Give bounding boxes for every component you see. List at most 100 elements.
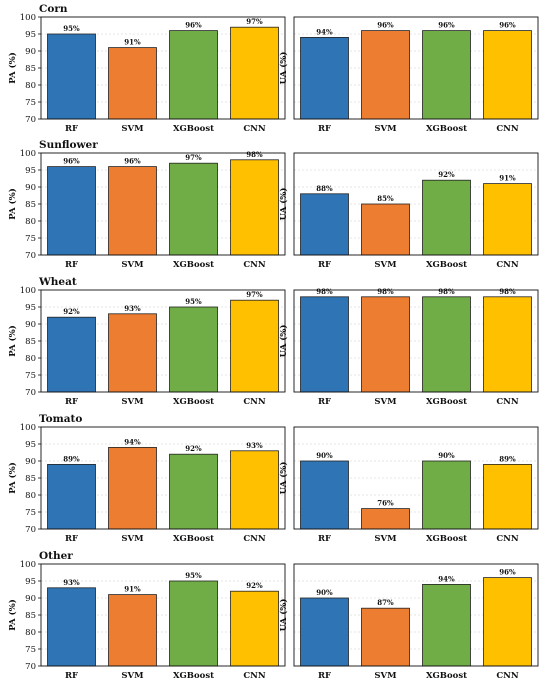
panel-5-ua-data-label-xgboost: 94% <box>438 574 455 583</box>
panel-1-ua-x-tick-svm: SVM <box>374 124 397 134</box>
panel-4-pa-y-tick-label: 75 <box>25 508 36 518</box>
panel-4-pa-data-label-xgboost: 92% <box>185 444 202 453</box>
panel-3-pa-y-tick-label: 90 <box>25 320 36 330</box>
panel-4-pa-x-tick-xgboost: XGBoost <box>173 534 214 544</box>
panel-5-ua-x-tick-rf: RF <box>318 671 331 681</box>
panel-5-ua-x-tick-xgboost: XGBoost <box>426 671 467 681</box>
panel-3-pa-bar-svm <box>108 313 157 393</box>
panel-4-pa-y-tick-label: 85 <box>25 474 36 484</box>
panel-4-pa-x-tick-rf: RF <box>65 534 78 544</box>
panel-2-pa-y-tick-label: 70 <box>25 251 36 261</box>
panel-1-ua-data-label-svm: 96% <box>377 21 394 30</box>
panel-1-pa-frame <box>40 16 286 120</box>
panel-1-pa-y-tick-label: 85 <box>25 64 36 74</box>
panel-2-ua-frame <box>293 152 539 256</box>
panel-5-pa-bar-svm <box>108 594 157 667</box>
panel-4-pa-frame <box>40 426 286 530</box>
panel-5-pa-x-tick-svm: SVM <box>121 671 144 681</box>
panel-5-pa-y-tick-label: 90 <box>25 594 36 604</box>
panel-3-ua-data-label-svm: 98% <box>377 287 394 296</box>
panel-5-pa-bar-rf <box>47 587 96 667</box>
panel-4-ua-frame <box>293 426 539 530</box>
panel-5-pa-x-tick-xgboost: XGBoost <box>173 671 214 681</box>
panel-5-pa-x-tick-cnn: CNN <box>243 671 266 681</box>
panel-3-pa-x-tick-rf: RF <box>65 397 78 407</box>
panel-5-pa-y-tick-label: 80 <box>25 628 36 638</box>
panel-4-pa-y-axis-label: PA (%) <box>7 462 18 493</box>
panel-1-ua-bar-cnn <box>483 30 532 120</box>
panel-5-ua-x-tick-cnn: CNN <box>496 671 519 681</box>
panel-5-pa-y-tick-label: 85 <box>25 611 36 621</box>
panel-5-pa-y-tick-label: 100 <box>20 560 36 570</box>
panel-2-pa-bar-xgboost <box>169 162 218 256</box>
panel-title-sunflower: Sunflower <box>39 139 98 151</box>
panel-1-ua-frame <box>293 16 539 120</box>
panel-5-pa-data-label-rf: 93% <box>63 578 80 587</box>
panel-1-pa-y-tick-label: 70 <box>25 115 36 125</box>
panel-1-ua-bar-rf <box>300 37 349 120</box>
panel-1-pa-y-tick-label: 80 <box>25 81 36 91</box>
panel-1-ua-y-axis-label: UA (%) <box>278 52 289 85</box>
panel-2-ua-data-label-rf: 88% <box>316 184 333 193</box>
panel-2-ua-x-tick-rf: RF <box>318 260 331 270</box>
panel-2-pa-data-label-cnn: 98% <box>246 150 263 159</box>
panel-4-ua-data-label-xgboost: 90% <box>438 451 455 460</box>
panel-2-pa-x-tick-svm: SVM <box>121 260 144 270</box>
panel-2-ua-data-label-cnn: 91% <box>499 174 516 183</box>
panel-1-ua-data-label-cnn: 96% <box>499 21 516 30</box>
panel-1-pa-data-label-cnn: 97% <box>246 17 263 26</box>
panel-2-ua-x-tick-cnn: CNN <box>496 260 519 270</box>
panel-4-pa-data-label-svm: 94% <box>124 437 141 446</box>
panel-2-pa-y-tick-label: 85 <box>25 200 36 210</box>
panel-1-pa-x-tick-cnn: CNN <box>243 124 266 134</box>
panel-3-pa-data-label-cnn: 97% <box>246 290 263 299</box>
panel-1-pa-data-label-svm: 91% <box>124 38 141 47</box>
panel-4-ua-data-label-cnn: 89% <box>499 454 516 463</box>
panel-2-pa-y-tick-label: 95 <box>25 166 36 176</box>
panel-1-ua-x-tick-xgboost: XGBoost <box>426 124 467 134</box>
panel-4-pa-y-tick-label: 95 <box>25 440 36 450</box>
panel-1-pa-data-label-rf: 95% <box>63 24 80 33</box>
panel-2-pa-bar-cnn <box>230 159 279 256</box>
panel-4-ua-x-tick-svm: SVM <box>374 534 397 544</box>
panel-3-ua-x-tick-cnn: CNN <box>496 397 519 407</box>
panel-5-pa-y-tick-label: 75 <box>25 645 36 655</box>
panel-5-pa-x-tick-rf: RF <box>65 671 78 681</box>
panel-1-pa-y-tick-label: 100 <box>20 13 36 23</box>
panel-3-pa-y-tick-label: 95 <box>25 303 36 313</box>
panel-3-ua-y-axis-label: UA (%) <box>278 325 289 358</box>
panel-3-ua-frame <box>293 289 539 393</box>
panel-3-pa-y-tick-label: 75 <box>25 371 36 381</box>
panel-3-pa-bar-cnn <box>230 299 279 393</box>
panel-3-pa-bar-rf <box>47 316 96 393</box>
panel-5-ua-bar-xgboost <box>422 584 471 667</box>
panel-5-ua-x-tick-svm: SVM <box>374 671 397 681</box>
panel-title-corn: Corn <box>39 3 68 15</box>
panel-5-ua-data-label-svm: 87% <box>377 598 394 607</box>
panel-2-pa-x-tick-cnn: CNN <box>243 260 266 270</box>
panel-4-pa-y-tick-label: 100 <box>20 423 36 433</box>
panel-3-ua-data-label-cnn: 98% <box>499 287 516 296</box>
panel-1-ua-x-tick-rf: RF <box>318 124 331 134</box>
panel-1-pa-y-tick-label: 90 <box>25 47 36 57</box>
panel-5-pa-data-label-svm: 91% <box>124 585 141 594</box>
panel-4-pa-y-tick-label: 90 <box>25 457 36 467</box>
panel-4-ua-x-tick-xgboost: XGBoost <box>426 534 467 544</box>
panel-2-ua-bar-xgboost <box>422 179 471 256</box>
panel-1-pa-x-tick-rf: RF <box>65 124 78 134</box>
panel-3-pa-y-axis-label: PA (%) <box>7 325 18 356</box>
panel-1-pa-x-tick-svm: SVM <box>121 124 144 134</box>
panel-4-pa-x-tick-cnn: CNN <box>243 534 266 544</box>
panel-1-ua-data-label-xgboost: 96% <box>438 21 455 30</box>
panel-3-ua-bar-svm <box>361 296 410 393</box>
panel-2-ua-bar-rf <box>300 193 349 256</box>
panel-1-pa-bar-xgboost <box>169 30 218 120</box>
panel-3-pa-data-label-xgboost: 95% <box>185 297 202 306</box>
panel-3-ua-bar-cnn <box>483 296 532 393</box>
panel-4-pa-bar-xgboost <box>169 453 218 530</box>
panel-3-ua-data-label-rf: 98% <box>316 287 333 296</box>
panel-2-pa-data-label-rf: 96% <box>63 157 80 166</box>
panel-2-ua-data-label-svm: 85% <box>377 194 394 203</box>
panel-3-pa-y-tick-label: 85 <box>25 337 36 347</box>
